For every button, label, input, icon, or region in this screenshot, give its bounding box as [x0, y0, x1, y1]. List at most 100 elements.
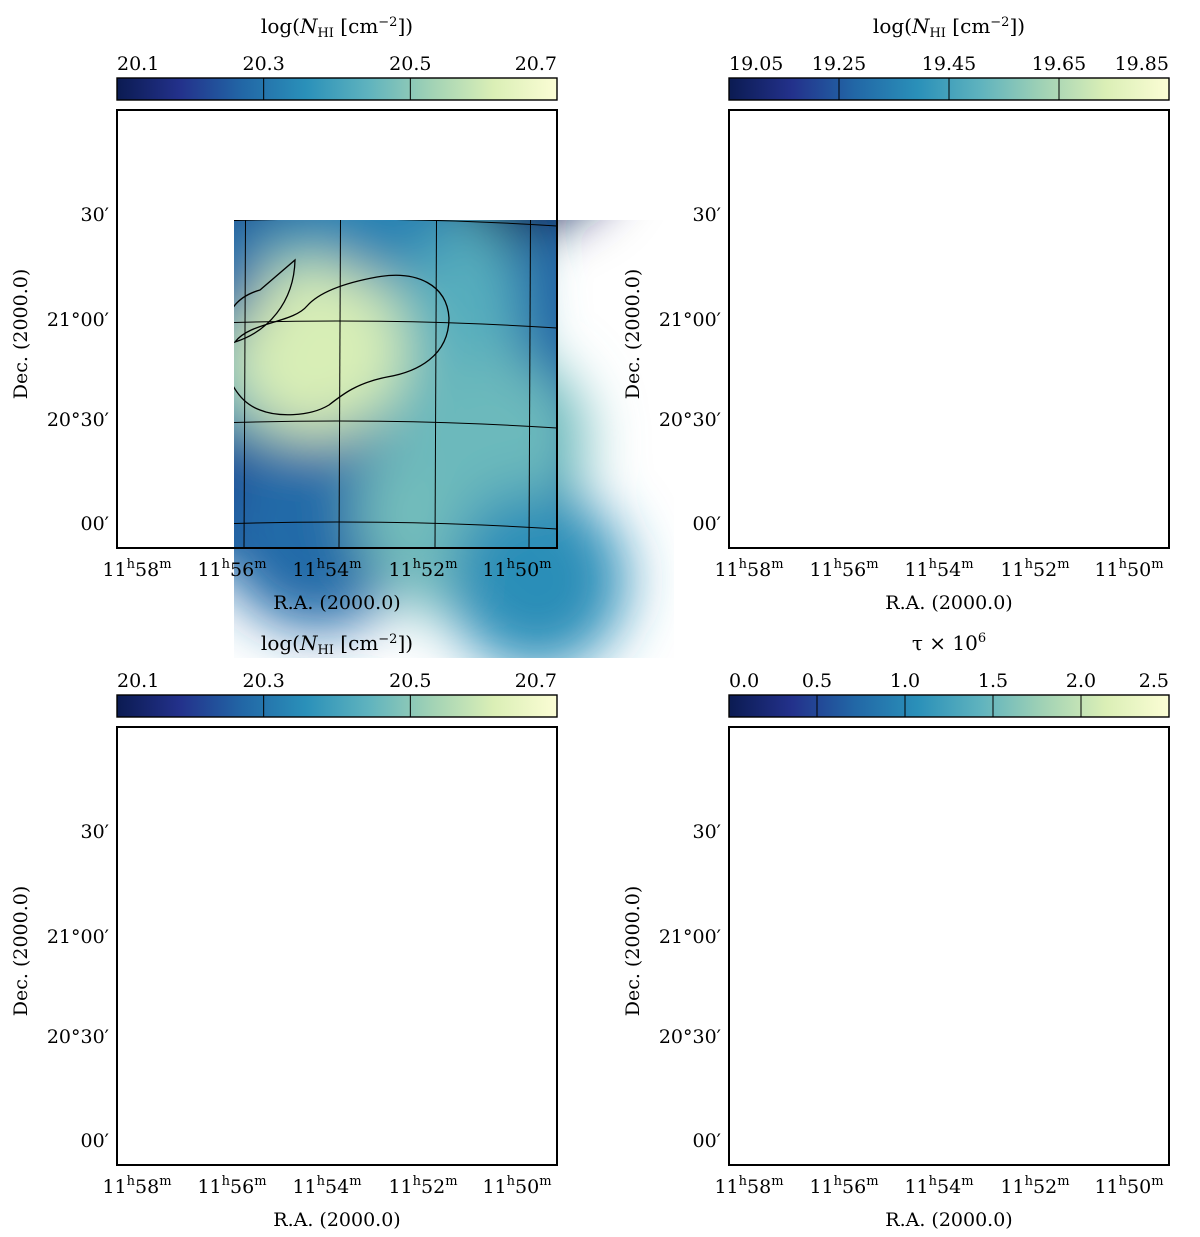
- hires-clump: [975, 400, 982, 408]
- hires-clump: [414, 909, 442, 937]
- hires-clump: [407, 919, 426, 938]
- ra-tick-label: 11h52m: [388, 557, 457, 581]
- hires-clump: [953, 318, 959, 321]
- emission-blob: [307, 757, 447, 897]
- hires-clump: [1050, 409, 1056, 415]
- ra-grid-line: [339, 727, 341, 1165]
- hires-clump: [882, 346, 889, 352]
- hires-clump: [1066, 282, 1077, 284]
- hires-clump: [839, 283, 843, 286]
- emission-streak: [714, 740, 749, 778]
- emission-streak: [1060, 740, 1097, 783]
- dec-grid-line: [729, 421, 1169, 428]
- dec-grid-line: [234, 521, 558, 530]
- hires-clump: [395, 940, 411, 956]
- hires-clump: [935, 421, 942, 424]
- hires-clump: [1050, 408, 1054, 411]
- ra-grid-line: [761, 110, 763, 548]
- hires-clump: [826, 304, 835, 311]
- emission-streak: [934, 1128, 970, 1169]
- hires-clump: [242, 917, 260, 935]
- hires-clump: [422, 972, 436, 986]
- hires-clump: [1051, 360, 1056, 366]
- hires-clump: [231, 866, 255, 890]
- hires-clump: [954, 237, 959, 241]
- hires-clump: [930, 314, 937, 318]
- emission-streak: [1100, 774, 1136, 815]
- emission-streak: [913, 818, 963, 878]
- hires-clump: [852, 279, 860, 284]
- hires-clump: [1027, 247, 1034, 252]
- hires-clump: [1003, 244, 1013, 251]
- hires-clump: [846, 292, 857, 298]
- hires-clump: [831, 260, 837, 268]
- emission-streak: [1030, 950, 1071, 998]
- colorbar-tick-label: 19.45: [922, 53, 976, 75]
- emission-streak: [960, 986, 1011, 1044]
- emission-streak: [734, 955, 778, 1008]
- emission-streak: [967, 729, 997, 762]
- hires-clump: [310, 1005, 331, 1026]
- emission-streak: [886, 873, 918, 908]
- emission-streak: [827, 1116, 872, 1167]
- hires-clump: [947, 418, 951, 420]
- hires-clump: [435, 988, 446, 999]
- ra-grid-line: [856, 727, 858, 1165]
- hires-clump: [1006, 269, 1014, 274]
- emission-streak: [1027, 838, 1070, 889]
- hires-clump: [314, 1007, 333, 1026]
- emission-streak: [895, 812, 947, 874]
- hires-clump: [829, 373, 838, 379]
- hires-clump: [241, 848, 261, 868]
- hires-clump: [1061, 382, 1064, 384]
- hires-clump: [950, 391, 953, 398]
- emission-streak: [935, 845, 987, 904]
- emission-streak: [965, 1053, 1001, 1094]
- hires-clump: [1022, 345, 1031, 349]
- emission-streak: [900, 1104, 935, 1142]
- hires-clump: [981, 412, 988, 414]
- ra-grid-line: [1141, 727, 1143, 1165]
- emission-streak: [1018, 1129, 1059, 1175]
- emission-streak: [1065, 1053, 1095, 1085]
- hires-clump: [225, 907, 250, 932]
- emission-streak: [1105, 971, 1147, 1022]
- hires-clump: [259, 905, 274, 920]
- hires-clump: [833, 236, 837, 240]
- hires-clump: [428, 901, 445, 918]
- hires-clump: [905, 345, 913, 353]
- emission-streak: [1097, 979, 1154, 1044]
- dec-tick-label: 30′: [693, 204, 722, 226]
- emission-blob: [447, 490, 627, 658]
- emission-streak: [766, 1033, 800, 1071]
- hires-clump: [244, 1023, 270, 1049]
- emission-streak: [1108, 780, 1150, 828]
- emission-streak: [765, 947, 795, 980]
- emission-streak: [1075, 827, 1127, 887]
- hires-clump: [1027, 252, 1031, 254]
- hires-clump: [1028, 247, 1036, 255]
- hires-clump: [849, 396, 853, 403]
- hires-clump: [1001, 360, 1005, 368]
- hires-clump: [953, 421, 958, 423]
- hires-clump: [1014, 284, 1022, 290]
- emission-streak: [935, 986, 982, 1043]
- hires-clump: [277, 963, 295, 981]
- hires-clump: [443, 866, 469, 892]
- hires-clump: [919, 285, 926, 288]
- emission-streak: [868, 1049, 919, 1110]
- hires-clump: [217, 930, 240, 953]
- hires-clump: [905, 288, 915, 291]
- emission-streak: [938, 888, 976, 933]
- hires-clump: [947, 403, 951, 410]
- hires-clump: [940, 322, 950, 326]
- hires-clump: [290, 920, 317, 947]
- hires-clump: [888, 312, 895, 318]
- hires-clump: [926, 359, 931, 362]
- hires-clump: [883, 236, 888, 238]
- hires-clump: [966, 351, 976, 354]
- hires-clump: [899, 340, 908, 343]
- hires-clump: [421, 914, 447, 940]
- emission-streak: [820, 968, 867, 1022]
- map-frame: [728, 726, 1170, 1166]
